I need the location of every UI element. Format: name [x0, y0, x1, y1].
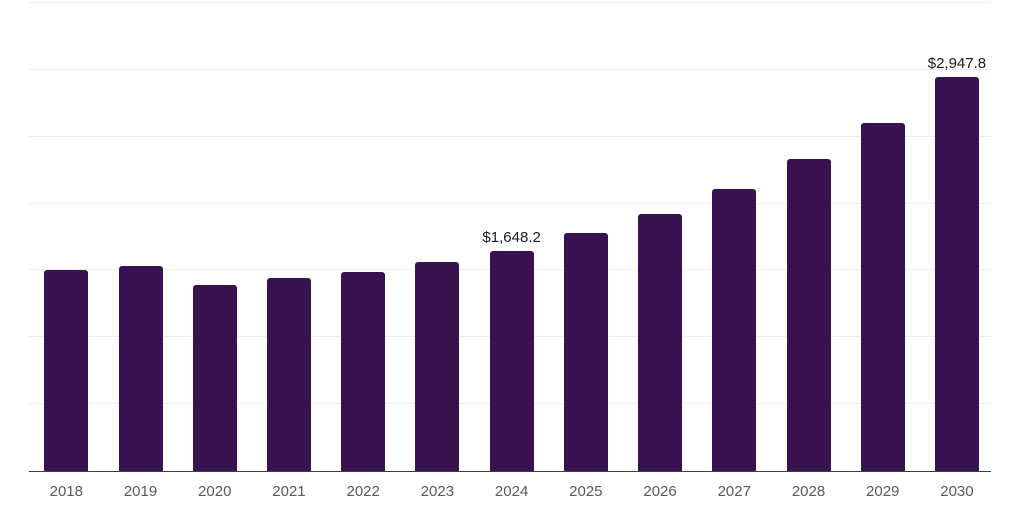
bar-2030: [934, 76, 979, 471]
x-tick-2030: 2030: [940, 483, 974, 500]
x-tick-2026: 2026: [643, 483, 677, 500]
bar-2018: [44, 270, 89, 471]
x-tick-2025: 2025: [569, 483, 603, 500]
x-tick-2021: 2021: [272, 483, 306, 500]
x-tick-2027: 2027: [717, 483, 751, 500]
plot-area: $1,648.2 $2,947.8: [29, 2, 991, 472]
gridline-3000: [29, 68, 991, 70]
x-tick-2029: 2029: [866, 483, 900, 500]
gridline-2500: [29, 135, 991, 137]
x-tick-2020: 2020: [198, 483, 232, 500]
bar-2020: [192, 285, 237, 471]
x-tick-2018: 2018: [49, 483, 83, 500]
bar-2025: [563, 233, 608, 471]
bar-2022: [341, 272, 386, 471]
bar-2024: [489, 250, 534, 471]
x-tick-2022: 2022: [346, 483, 380, 500]
bar-2027: [712, 189, 757, 471]
bar-2029: [860, 122, 905, 471]
x-tick-2024: 2024: [494, 483, 529, 500]
bar-2028: [786, 159, 831, 471]
bar-2021: [266, 278, 311, 471]
data-label-2024: $1,648.2: [482, 228, 541, 246]
x-tick-2028: 2028: [791, 483, 826, 500]
x-axis-line: [29, 471, 991, 472]
gridline-2000: [29, 202, 991, 204]
gridline-3500: [29, 2, 991, 3]
x-axis-labels: 2018 2019 2020 2021 2022 2023 2024 2025 2026 2027…: [29, 483, 991, 505]
x-tick-2019: 2019: [123, 483, 158, 500]
bar-2023: [415, 262, 460, 471]
bar-2019: [118, 266, 163, 471]
x-tick-2023: 2023: [420, 483, 455, 500]
bar-2026: [638, 214, 683, 471]
data-label-2030: $2,947.8: [927, 54, 987, 72]
